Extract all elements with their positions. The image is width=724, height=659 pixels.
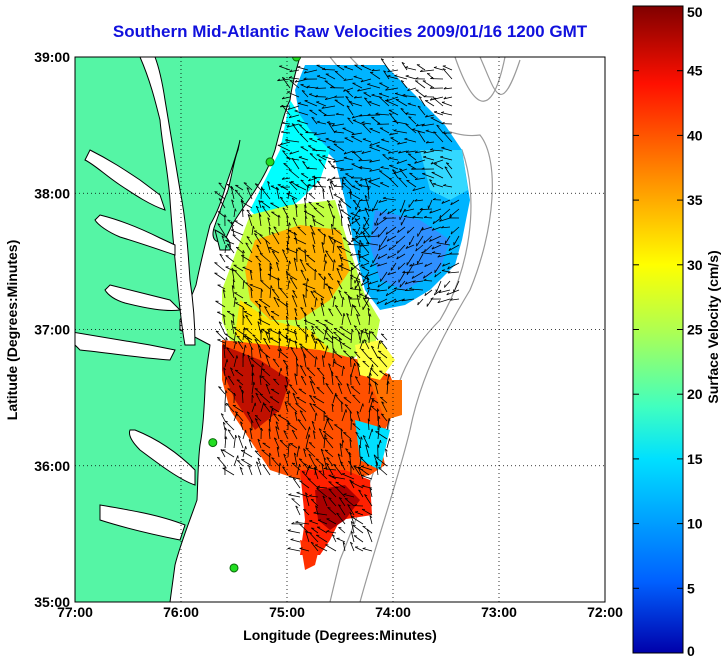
- y-tick-label: 37:00: [34, 322, 70, 338]
- colorbar-tick-label: 0: [687, 643, 695, 659]
- y-tick-label: 36:00: [34, 458, 70, 474]
- x-tick-label: 77:00: [57, 604, 93, 620]
- x-tick-label: 75:00: [269, 604, 305, 620]
- colorbar-tick-label: 10: [687, 516, 703, 532]
- x-axis-label: Longitude (Degrees:Minutes): [243, 627, 437, 643]
- station-marker: [265, 157, 275, 167]
- colorbar-tick-label: 25: [687, 322, 703, 338]
- x-tick-label: 74:00: [375, 604, 411, 620]
- y-tick-label: 39:00: [34, 49, 70, 65]
- y-tick-label: 38:00: [34, 185, 70, 201]
- x-tick-label: 73:00: [481, 604, 517, 620]
- colorbar-tick-label: 50: [687, 4, 703, 20]
- x-tick-label: 72:00: [587, 604, 623, 620]
- y-tick-labels: 39:00 38:00 37:00 36:00 35:00: [34, 49, 70, 610]
- colorbar-tick-label: 20: [687, 386, 703, 402]
- station-marker: [208, 438, 218, 448]
- plot-frame: [74, 56, 606, 603]
- colorbar-tick-label: 5: [687, 580, 695, 596]
- map-title: Southern Mid-Atlantic Raw Velocities 200…: [112, 22, 588, 41]
- current-vectors: [214, 58, 460, 552]
- x-tick-label: 76:00: [163, 604, 199, 620]
- colorbar-tick-label: 15: [687, 451, 703, 467]
- station-marker: [229, 563, 239, 573]
- x-tick-labels: 77:00 76:00 75:00 74:00 73:00 72:00: [57, 604, 623, 620]
- colorbar: [632, 5, 684, 654]
- colorbar-tick-label: 40: [687, 127, 703, 143]
- colorbar-tick-label: 30: [687, 257, 703, 273]
- colorbar-tick-label: 45: [687, 63, 703, 79]
- colorbar-tick-label: 35: [687, 192, 703, 208]
- hf-radar-stations: [208, 57, 302, 573]
- y-tick-label: 35:00: [34, 594, 70, 610]
- colorbar-ticks: 0 5 10 15 20 25 30 35 40 45 50: [633, 4, 703, 659]
- grid-lines: [75, 57, 605, 602]
- station-marker: [292, 57, 302, 62]
